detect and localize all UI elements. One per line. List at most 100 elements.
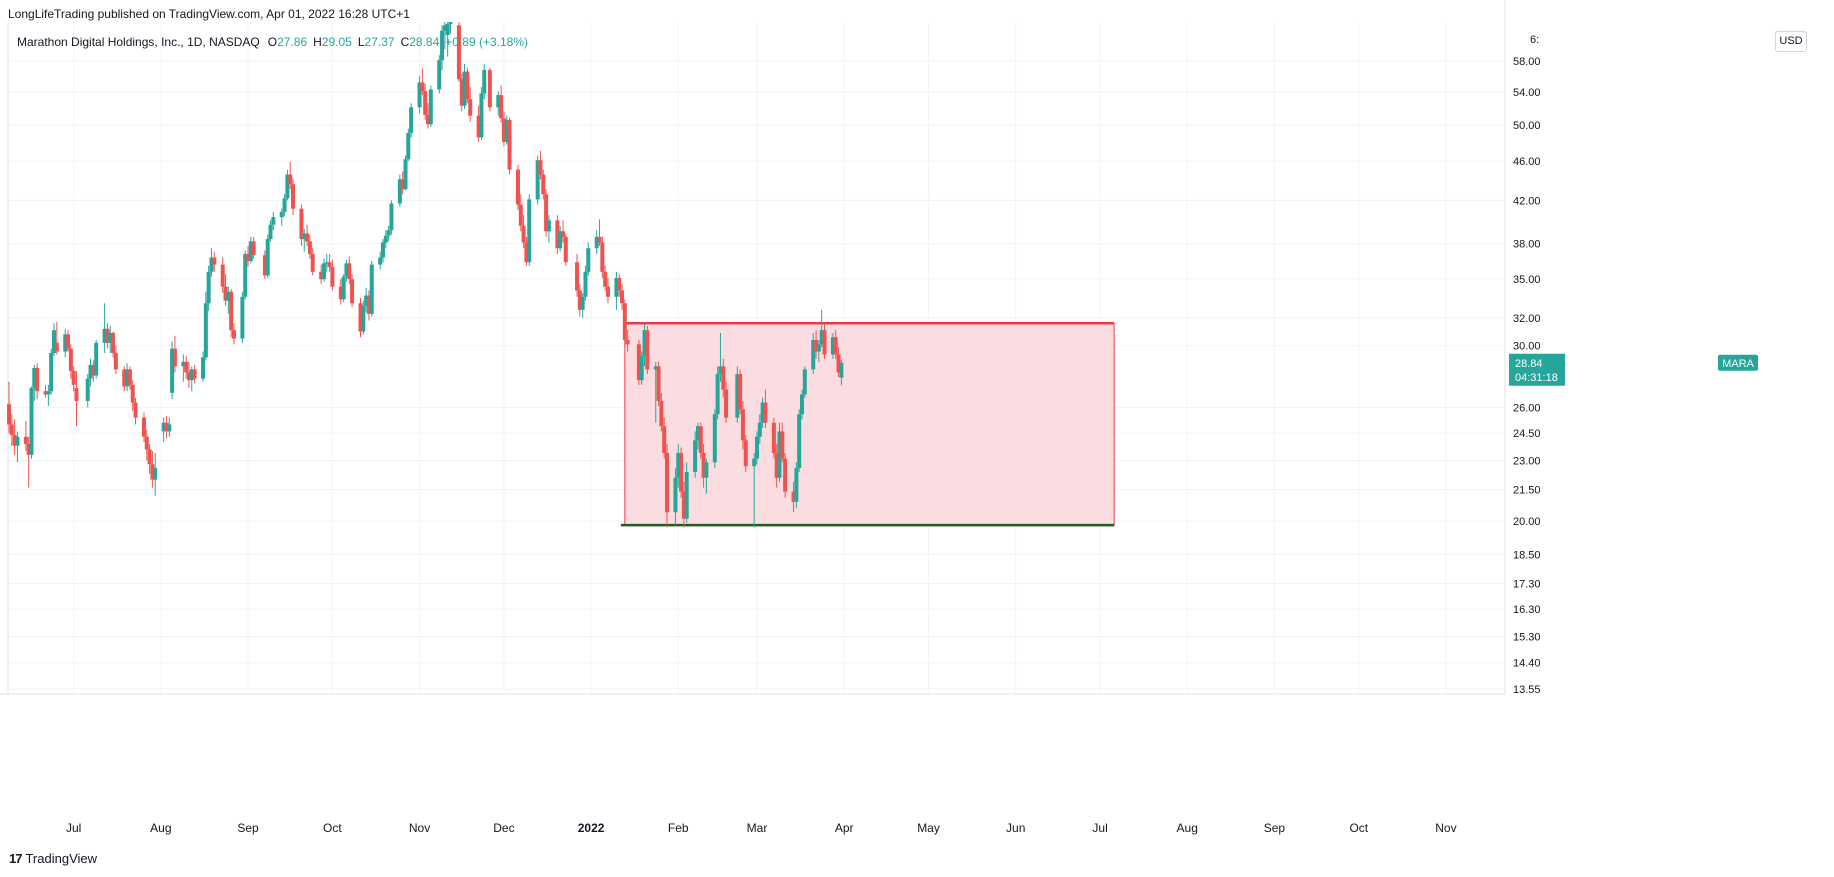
candle-body (583, 271, 588, 297)
candle-body (524, 242, 529, 263)
time-tick-label: Jul (1092, 821, 1107, 835)
price-tick-label: 54.00 (1513, 87, 1541, 99)
candle-body (299, 208, 304, 240)
candle-body (428, 89, 433, 125)
candle-body (201, 357, 206, 379)
time-tick-label: Apr (835, 821, 854, 835)
candle-body (774, 453, 779, 478)
time-tick-label: May (917, 821, 940, 835)
price-tick-label: 17.30 (1513, 578, 1541, 590)
candle-body (563, 236, 568, 263)
candle-body (811, 340, 816, 370)
candle-body (544, 194, 549, 232)
candle-body (600, 242, 605, 272)
time-tick-label: Dec (493, 821, 514, 835)
candle-body (288, 174, 293, 185)
candle-body (816, 344, 821, 352)
candle-body (350, 279, 355, 304)
price-tick-label: 42.00 (1513, 195, 1541, 207)
symbol-title[interactable]: Marathon Digital Holdings, Inc., 1D, NAS… (17, 35, 260, 49)
candle-body (515, 169, 520, 205)
price-tick-label: 6: (1530, 34, 1539, 46)
candle-body (603, 271, 608, 287)
open-label: O (267, 35, 278, 49)
candle-body (319, 271, 324, 280)
price-tick-label: 50.00 (1513, 120, 1541, 132)
candle-body (240, 296, 245, 339)
candle-body (420, 82, 425, 92)
range-rectangle (624, 322, 1115, 526)
candle-body (440, 30, 445, 61)
candle-body (192, 369, 197, 379)
candle-body (181, 361, 186, 367)
candle-body (164, 422, 169, 432)
candle-body (327, 262, 332, 267)
candle-body (231, 330, 236, 339)
candle-body (369, 264, 374, 314)
candle-body (409, 107, 414, 133)
candle-body (54, 342, 59, 352)
candle-body (757, 422, 762, 437)
candle-body (358, 303, 363, 332)
candle-body (150, 464, 155, 480)
candle-body (738, 373, 743, 410)
candle-body (501, 118, 506, 142)
time-tick-label: Nov (409, 821, 430, 835)
candle-body (760, 402, 765, 423)
candle-body (814, 340, 819, 352)
time-tick-label: Aug (1177, 821, 1198, 835)
candle-body (575, 262, 580, 291)
close-value: 28.84 (409, 35, 440, 49)
candle-body (271, 217, 276, 225)
candle-body (558, 231, 563, 249)
candle-body (499, 95, 504, 119)
candle-body (246, 253, 251, 262)
candle-body (715, 373, 720, 415)
time-tick-label: Jul (66, 821, 81, 835)
ticker-label: MARA (1722, 358, 1754, 370)
candle-body (383, 235, 388, 243)
candle-body (622, 303, 627, 341)
candle-body (9, 424, 14, 435)
price-tick-label: 35.00 (1513, 274, 1541, 286)
candle-body (389, 203, 394, 231)
candle-body (133, 402, 138, 418)
candle-body (721, 366, 726, 390)
candle-body (386, 230, 391, 236)
candle-body (153, 468, 158, 480)
candle-body (85, 378, 90, 401)
candle-body (108, 332, 113, 343)
candle-body (642, 330, 647, 356)
open-value: 27.86 (277, 35, 308, 49)
candle-body (518, 204, 523, 226)
candle-body (285, 174, 290, 199)
currency-button[interactable]: USD (1775, 31, 1807, 52)
candle-body (797, 414, 802, 469)
time-tick-label: Mar (747, 821, 768, 835)
candle-body (397, 179, 402, 204)
price-tick-label: 58.00 (1513, 56, 1541, 68)
candle-body (594, 236, 599, 249)
candle-body (344, 263, 349, 277)
candle-body (462, 71, 467, 106)
tradingview-logo[interactable]: 17 TradingView (9, 851, 97, 866)
symbol-legend: Marathon Digital Holdings, Inc., 1D, NAS… (17, 35, 528, 49)
candle-body (504, 119, 509, 142)
candle-body (91, 364, 96, 376)
candle-body (704, 462, 709, 478)
candle-body (605, 286, 610, 297)
candle-body (172, 348, 177, 367)
candle-body (212, 257, 217, 265)
candle-body (102, 328, 107, 343)
candle-body (755, 436, 759, 459)
candle-body (819, 330, 824, 345)
candle-body (167, 424, 172, 432)
candle-body (822, 330, 827, 355)
candle-body (12, 434, 17, 446)
candle-body (521, 225, 526, 243)
candle-body (487, 70, 492, 108)
candle-body (113, 352, 118, 370)
candle-body (830, 337, 835, 355)
candle-body (105, 328, 110, 343)
